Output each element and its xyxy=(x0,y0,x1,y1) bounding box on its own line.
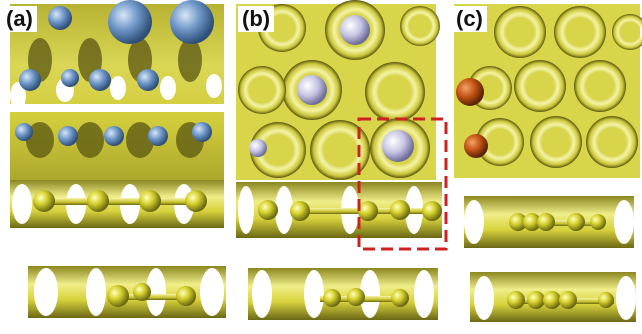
panel-b xyxy=(236,0,448,320)
panel-a xyxy=(10,0,226,318)
panel-a-chain-atoms xyxy=(33,190,207,212)
panel-label-a: (a) xyxy=(2,6,37,32)
panel-b-chain-atoms xyxy=(258,200,442,221)
panel-c-chain-atoms xyxy=(509,213,606,231)
panel-label-c: (c) xyxy=(452,6,487,32)
panel-label-b: (b) xyxy=(238,6,275,32)
panel-a-voids xyxy=(26,38,204,158)
highlight-box xyxy=(357,117,448,251)
panel-c-ring-cages xyxy=(468,6,642,168)
panel-b-lower-band xyxy=(248,268,438,320)
panel-c-lower-atoms xyxy=(507,291,614,309)
panel-a-lower-atoms xyxy=(107,283,196,307)
panel-b-lower-atoms xyxy=(323,288,409,307)
panel-b-lavender-atoms xyxy=(249,15,414,162)
panel-c xyxy=(454,4,642,322)
panel-b-ring-cages xyxy=(238,0,440,180)
panel-a-blue-atoms xyxy=(15,0,214,146)
